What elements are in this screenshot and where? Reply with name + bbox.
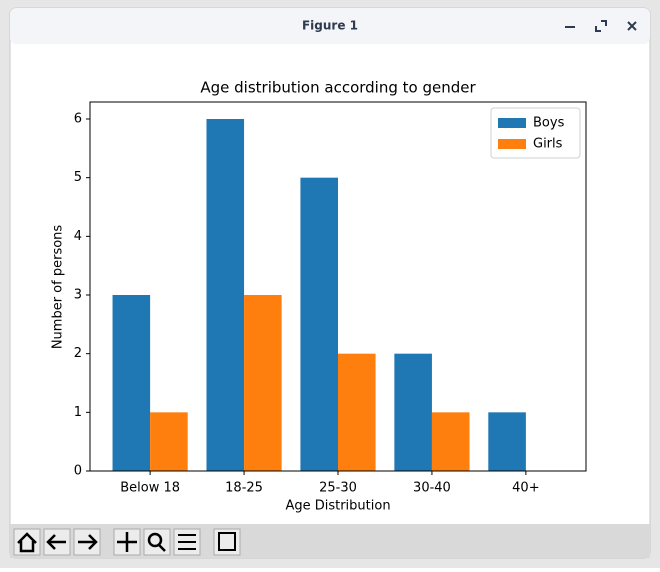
x-axis-label: Age Distribution bbox=[285, 499, 390, 514]
bar bbox=[244, 295, 282, 471]
x-tick-label: 18-25 bbox=[225, 481, 263, 496]
zoom-icon bbox=[147, 532, 163, 548]
legend-label: Girls bbox=[533, 137, 563, 152]
close-button[interactable] bbox=[627, 21, 637, 31]
y-tick-label: 2 bbox=[74, 346, 82, 361]
bar bbox=[300, 177, 338, 472]
bar bbox=[488, 412, 526, 471]
configure-icon bbox=[178, 534, 196, 550]
y-tick-label: 6 bbox=[74, 112, 82, 127]
x-tick-label: Below 18 bbox=[120, 481, 180, 496]
y-tick-label: 0 bbox=[74, 464, 82, 479]
pan-icon bbox=[117, 532, 137, 552]
toolbar-buttons bbox=[13, 528, 241, 556]
back-icon bbox=[46, 534, 66, 550]
bar bbox=[431, 412, 470, 471]
window-title: Figure 1 bbox=[302, 19, 358, 33]
bar bbox=[112, 295, 151, 471]
y-tick-label: 1 bbox=[74, 405, 82, 420]
chart-title: Age distribution according to gender bbox=[200, 79, 476, 97]
forward-icon bbox=[78, 534, 98, 550]
y-axis-label: Number of persons bbox=[51, 225, 66, 350]
x-tick-label: 30-40 bbox=[413, 481, 451, 496]
y-tick-label: 4 bbox=[74, 229, 82, 244]
plot: 0 1 2 3 4 5 6 Below 18 18-25 25-30 30-40 40+ Boys Gir… bbox=[74, 101, 587, 496]
toolbar bbox=[10, 524, 650, 558]
title-bar bbox=[10, 8, 650, 44]
zoom-button[interactable] bbox=[143, 528, 171, 556]
home-icon bbox=[17, 532, 37, 553]
bar bbox=[150, 412, 188, 471]
save-icon bbox=[218, 532, 236, 551]
x-tick-label: 25-30 bbox=[319, 481, 357, 496]
legend-label: Boys bbox=[533, 116, 565, 131]
y-tick-label: 3 bbox=[74, 288, 82, 303]
maximize-button[interactable] bbox=[595, 20, 607, 32]
y-tick-label: 5 bbox=[74, 170, 82, 185]
bar bbox=[394, 353, 432, 471]
x-tick-label: 40+ bbox=[512, 481, 539, 496]
legend-swatch bbox=[498, 118, 526, 128]
bar bbox=[338, 353, 376, 471]
legend-swatch bbox=[498, 139, 526, 149]
axes-frame bbox=[89, 101, 587, 472]
bar bbox=[206, 119, 245, 471]
